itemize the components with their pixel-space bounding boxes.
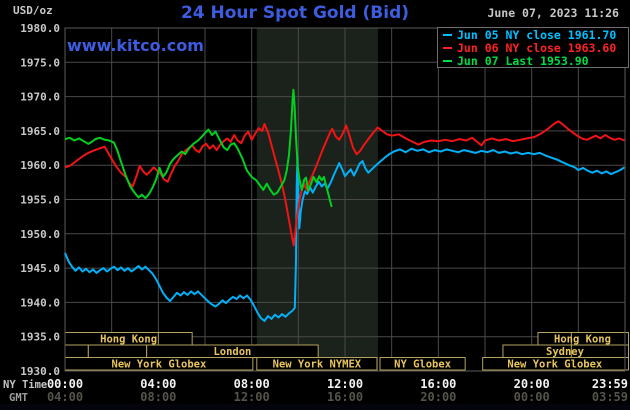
session-box bbox=[64, 344, 89, 358]
x-axis-tick-ny: 08:00 bbox=[234, 377, 270, 391]
plot-frame bbox=[64, 27, 626, 372]
legend: Jun 05 NY close 1961.70 Jun 06 NY close 1… bbox=[437, 27, 629, 68]
session-label: New York NYMEX bbox=[273, 359, 362, 371]
legend-item-jun07: Jun 07 Last 1953.90 bbox=[438, 53, 628, 68]
legend-item-label: Jun 07 Last 1953.90 bbox=[457, 53, 589, 68]
bottom-margin-strip bbox=[0, 404, 630, 410]
y-axis-tick-label: 1980.0 bbox=[20, 22, 60, 35]
y-axis-tick-label: 1935.0 bbox=[20, 331, 60, 344]
session-label: Hong Kong bbox=[554, 334, 611, 346]
x-axis-tick-gmt: 03:59 bbox=[592, 390, 628, 404]
ny-time-axis-caption: NY Time bbox=[3, 379, 48, 391]
gmt-axis-caption: GMT bbox=[9, 392, 28, 404]
legend-dash-icon bbox=[443, 59, 452, 62]
price-line-jun06 bbox=[64, 120, 625, 247]
legend-item-jun05: Jun 05 NY close 1961.70 bbox=[438, 27, 628, 42]
y-axis-units-label: USD/oz bbox=[13, 4, 53, 17]
x-axis-tick-gmt: 08:00 bbox=[140, 390, 176, 404]
x-axis-tick-ny: 20:00 bbox=[514, 377, 550, 391]
y-axis-tick-label: 1930.0 bbox=[20, 365, 60, 378]
legend-item-jun06: Jun 06 NY close 1963.60 bbox=[438, 40, 628, 55]
session-label: NY Globex bbox=[394, 359, 452, 371]
session-label: New York Globex bbox=[507, 359, 603, 371]
x-axis-tick-ny: 23:59 bbox=[592, 377, 628, 391]
y-axis-tick-label: 1950.0 bbox=[20, 228, 60, 241]
y-axis-tick-label: 1940.0 bbox=[20, 296, 60, 309]
session-label: Sydney bbox=[546, 346, 585, 358]
x-axis-tick-gmt: 04:00 bbox=[47, 390, 83, 404]
legend-dash-icon bbox=[443, 33, 452, 36]
price-line-jun07 bbox=[64, 88, 333, 208]
session-box bbox=[87, 344, 148, 358]
x-axis-tick-gmt: 20:00 bbox=[420, 390, 456, 404]
session-box bbox=[379, 357, 466, 371]
session-box bbox=[482, 357, 629, 371]
y-axis-tick-label: 1975.0 bbox=[20, 56, 60, 69]
x-axis-tick-ny: 00:00 bbox=[47, 377, 83, 391]
session-label: Hong Kong bbox=[100, 334, 157, 346]
kitco-watermark-link[interactable]: www.kitco.com bbox=[67, 36, 204, 55]
session-label: New York Globex bbox=[112, 359, 208, 371]
session-box bbox=[256, 357, 378, 371]
y-axis-tick-label: 1960.0 bbox=[20, 159, 60, 172]
legend-dash-icon bbox=[443, 46, 452, 49]
x-axis-tick-gmt: 00:00 bbox=[514, 390, 550, 404]
chart-datetime: June 07, 2023 11:26 bbox=[487, 6, 619, 20]
x-axis-tick-ny: 12:00 bbox=[327, 377, 363, 391]
x-axis-tick-gmt: 16:00 bbox=[327, 390, 363, 404]
y-axis-tick-label: 1970.0 bbox=[20, 91, 60, 104]
legend-item-label: Jun 06 NY close 1963.60 bbox=[457, 40, 617, 55]
y-axis-tick-label: 1965.0 bbox=[20, 125, 60, 138]
chart-title: 24 Hour Spot Gold (Bid) bbox=[180, 3, 410, 23]
x-axis-tick-ny: 16:00 bbox=[420, 377, 456, 391]
x-axis-tick-ny: 04:00 bbox=[140, 377, 176, 391]
x-axis-tick-gmt: 12:00 bbox=[234, 390, 270, 404]
price-line-jun05 bbox=[64, 147, 626, 322]
legend-item-label: Jun 05 NY close 1961.70 bbox=[457, 27, 617, 42]
y-axis-tick-label: 1955.0 bbox=[20, 194, 60, 207]
y-axis-tick-label: 1945.0 bbox=[20, 262, 60, 275]
session-label: London bbox=[213, 346, 251, 358]
